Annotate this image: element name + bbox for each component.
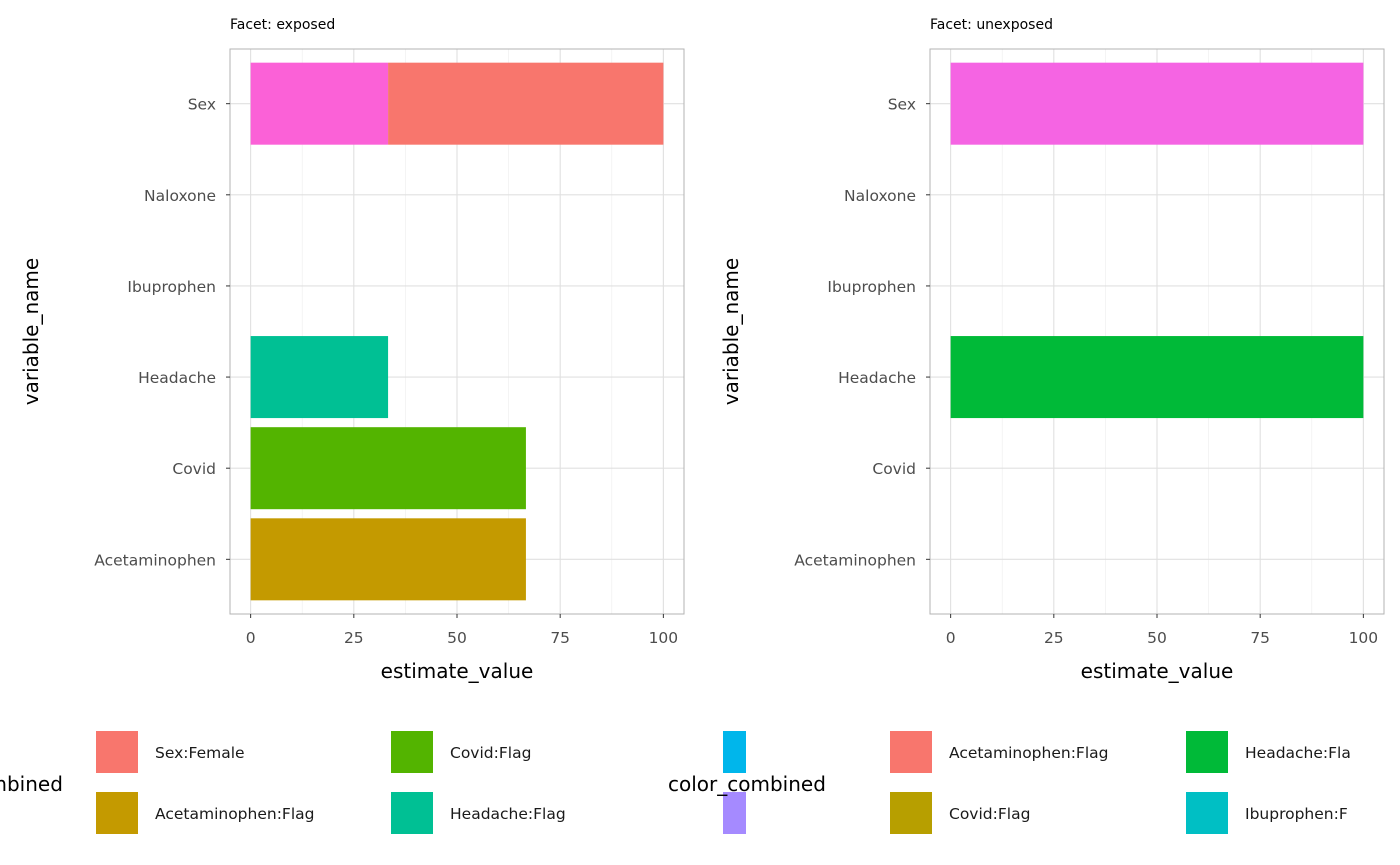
legend-key <box>391 731 433 773</box>
y-tick-label: Naloxone <box>844 187 916 205</box>
legend-label: Headache:Flag <box>450 805 566 823</box>
legend-key <box>1186 792 1228 834</box>
y-tick-label: Headache <box>838 369 916 387</box>
bar-acetaminophen <box>250 518 526 601</box>
y-tick-label: Acetaminophen <box>94 551 216 569</box>
legend-label: Headache:Fla <box>1245 744 1351 762</box>
legend-title: color_combined <box>668 772 826 796</box>
y-tick-label: Sex <box>188 96 216 114</box>
legend-label: Covid:Flag <box>450 744 531 762</box>
y-tick-label: Covid <box>872 460 916 478</box>
bar-headache <box>250 336 389 419</box>
facet-title: Facet: exposed <box>230 17 335 33</box>
legend-key <box>723 792 746 834</box>
x-tick-label: 25 <box>1044 629 1064 647</box>
x-tick-label: 0 <box>946 629 956 647</box>
x-tick-label: 25 <box>344 629 364 647</box>
legend-key <box>890 792 932 834</box>
bar-sex <box>388 62 664 145</box>
legend-label: Sex:Female <box>155 744 245 762</box>
legend-key <box>1186 731 1228 773</box>
y-axis-title: variable_name <box>19 258 43 405</box>
y-tick-label: Covid <box>172 460 216 478</box>
y-tick-label: Ibuprophen <box>127 278 216 296</box>
legend-1: color_combined Acetaminophen:Flag Covid:Fl… <box>668 731 1351 834</box>
legend-key <box>391 792 433 834</box>
y-tick-label: Ibuprophen <box>827 278 916 296</box>
legend-key <box>890 731 932 773</box>
y-axis-title: variable_name <box>719 258 743 405</box>
legend-key <box>96 792 138 834</box>
x-tick-label: 50 <box>1147 629 1167 647</box>
legend-label: Acetaminophen:Flag <box>155 805 314 823</box>
legend-key <box>96 731 138 773</box>
y-tick-label: Headache <box>138 369 216 387</box>
legend-label: Covid:Flag <box>949 805 1030 823</box>
legend-label: Ibuprophen:F <box>1245 805 1348 823</box>
y-tick-label: Naloxone <box>144 187 216 205</box>
x-tick-label: 75 <box>550 629 570 647</box>
x-axis-title: estimate_value <box>1081 659 1234 683</box>
legend-label: Acetaminophen:Flag <box>949 744 1108 762</box>
legend-key <box>723 731 746 773</box>
legend-0: color_combined Sex:Female Acetaminophen:Fl… <box>0 731 746 834</box>
y-tick-label: Sex <box>888 96 916 114</box>
facet-panel-0: Facet: exposed Sex Naloxone Ibuprophen Heada… <box>19 17 685 683</box>
x-axis-title: estimate_value <box>381 659 534 683</box>
facet-title: Facet: unexposed <box>930 17 1053 33</box>
facet-panel-1: Facet: unexposed Sex Naloxone Ibuprophen Hea… <box>719 17 1385 683</box>
bar-sex <box>950 62 1364 145</box>
x-tick-label: 0 <box>246 629 256 647</box>
x-tick-label: 50 <box>447 629 467 647</box>
bar-covid <box>250 427 526 510</box>
x-tick-label: 75 <box>1250 629 1270 647</box>
y-tick-label: Acetaminophen <box>794 551 916 569</box>
bar-headache <box>950 336 1364 419</box>
bar-sex <box>250 62 389 145</box>
x-tick-label: 100 <box>649 629 679 647</box>
x-tick-label: 100 <box>1349 629 1379 647</box>
legend-title: color_combined <box>0 772 63 796</box>
